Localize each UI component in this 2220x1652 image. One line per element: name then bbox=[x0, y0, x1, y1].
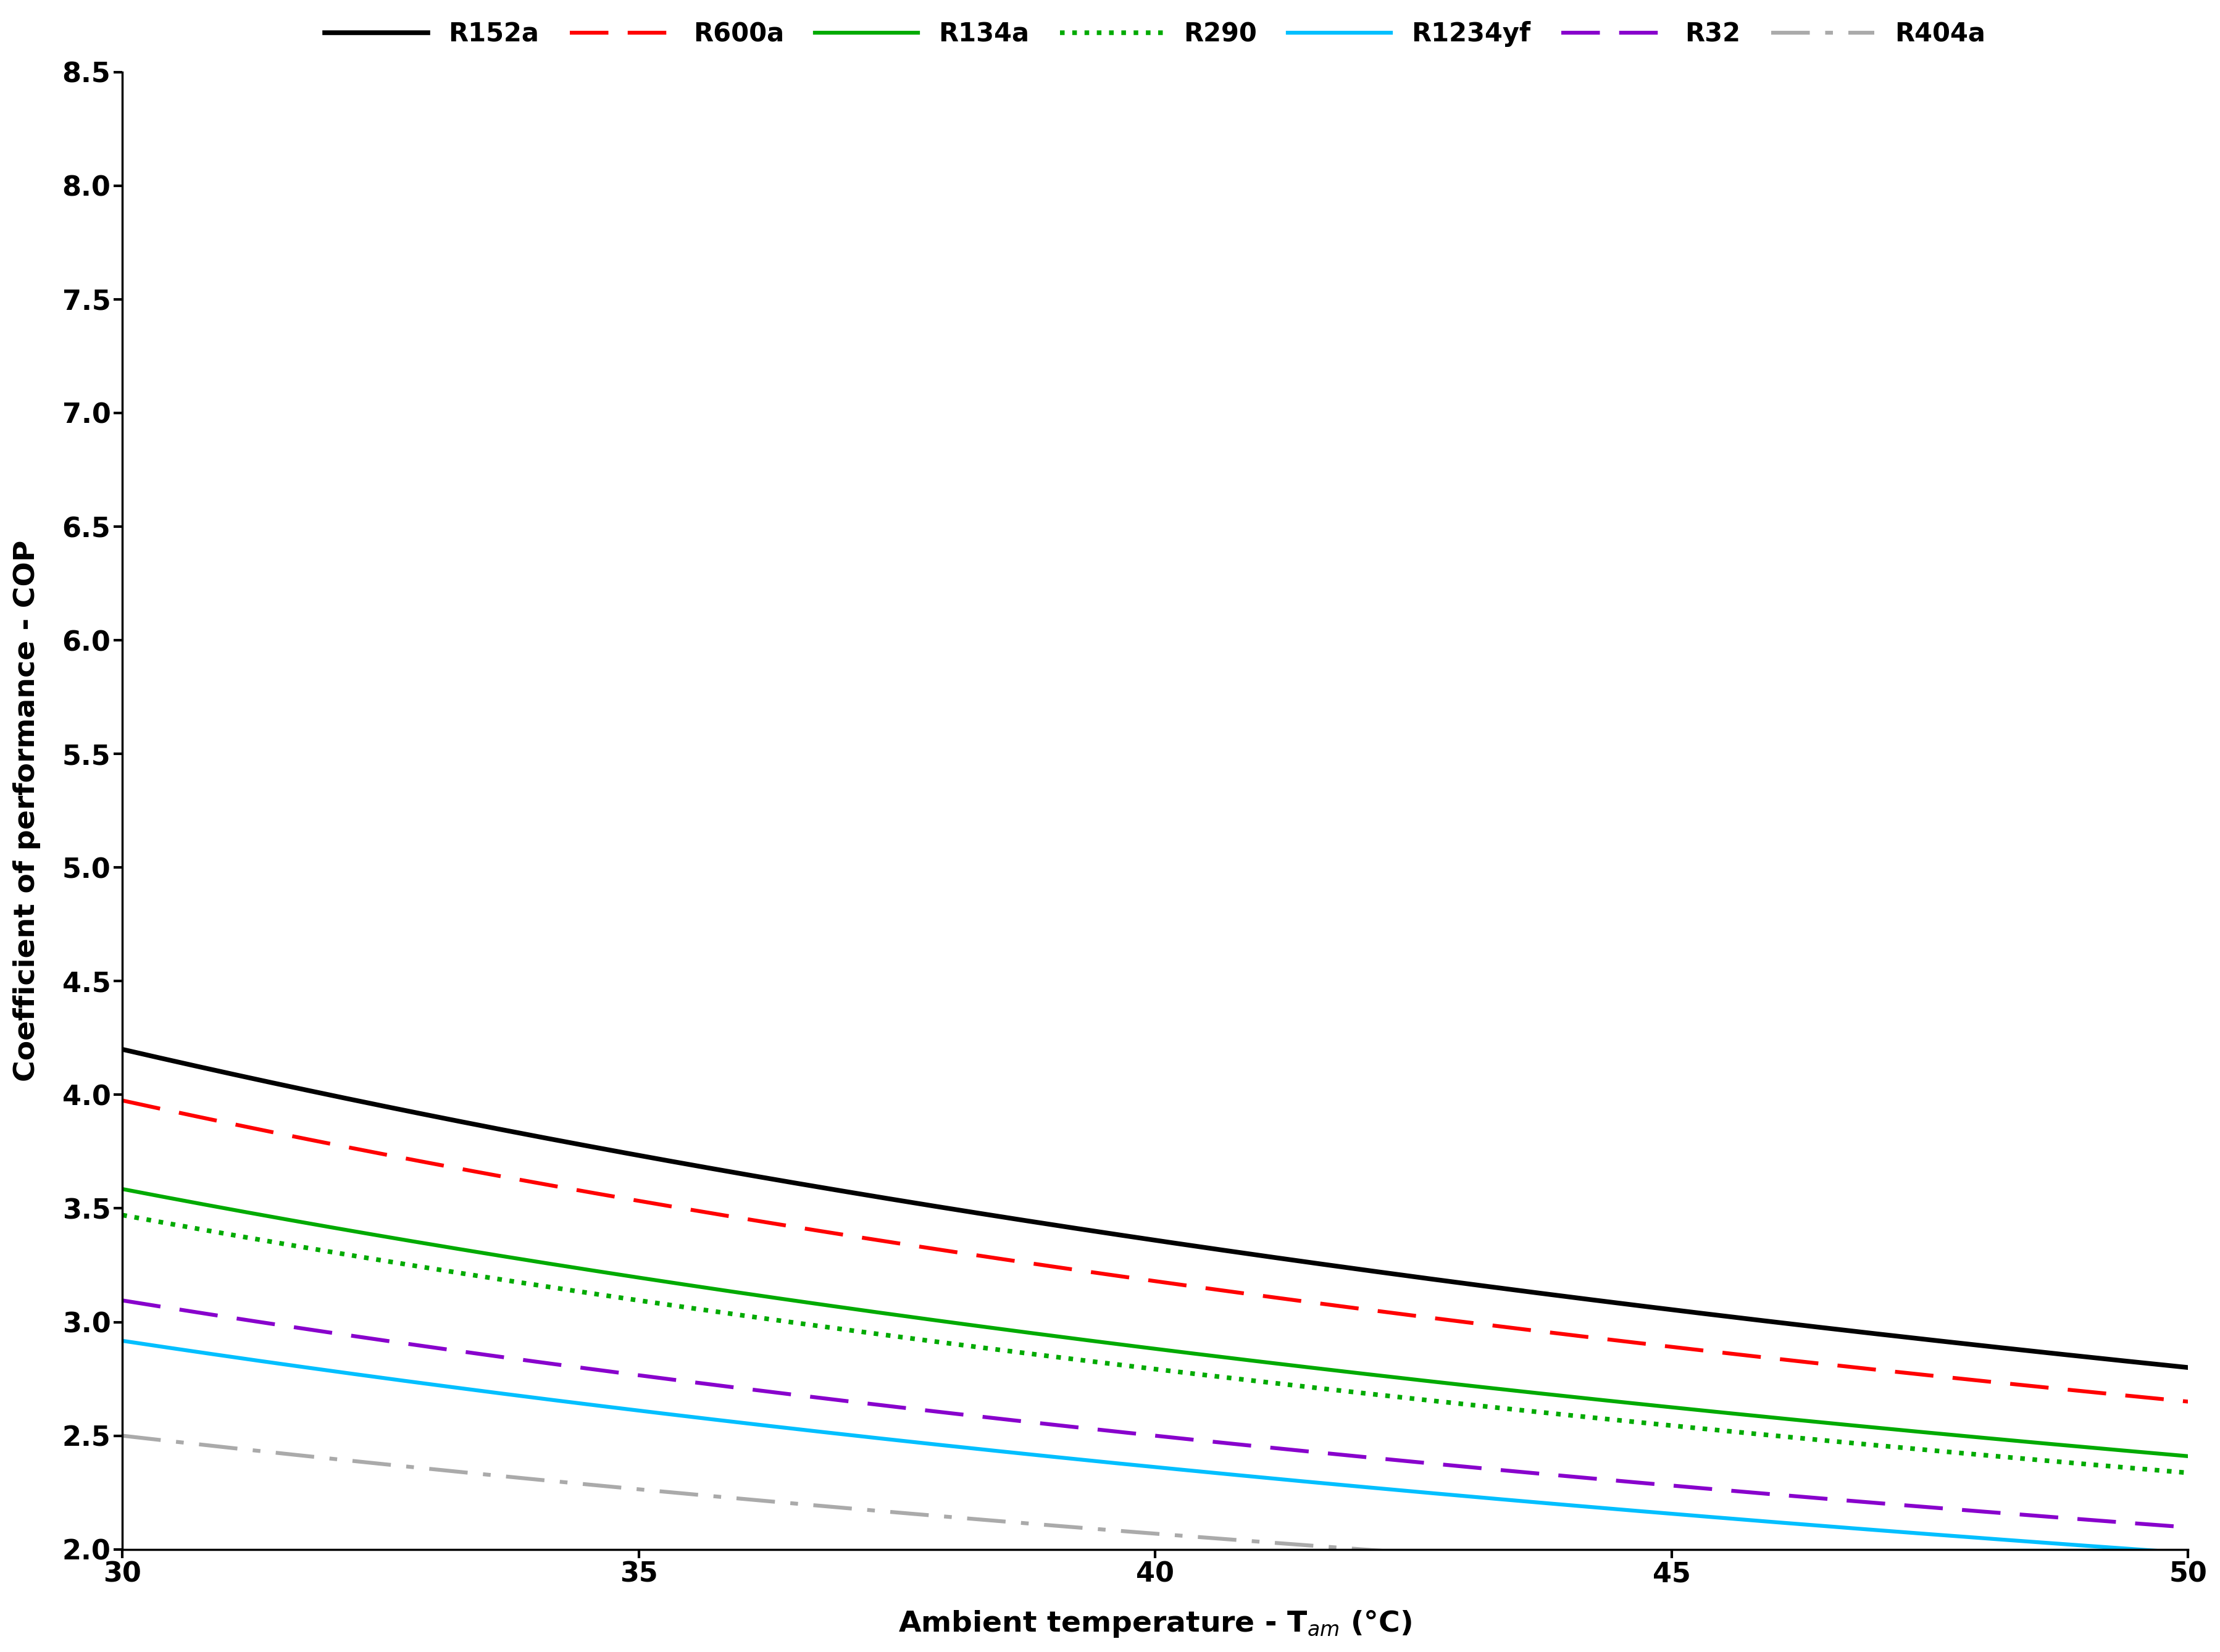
Line: R600a: R600a bbox=[122, 1100, 2189, 1401]
R1234yf bbox=[1090, 1452, 1117, 1472]
R32 bbox=[109, 1290, 135, 1310]
Y-axis label: Coefficient of performance - COP: Coefficient of performance - COP bbox=[13, 540, 40, 1082]
R134a bbox=[2125, 1442, 2151, 1462]
R32 bbox=[1228, 1434, 1254, 1454]
R404a bbox=[109, 1426, 135, 1446]
R1234yf bbox=[2176, 1543, 2202, 1563]
R152a bbox=[109, 1039, 135, 1059]
Line: R134a: R134a bbox=[122, 1189, 2189, 1455]
R600a bbox=[1803, 1353, 1829, 1373]
R290 bbox=[1803, 1429, 1829, 1449]
Line: R152a: R152a bbox=[122, 1049, 2189, 1368]
R290 bbox=[2125, 1459, 2151, 1479]
R134a bbox=[2176, 1446, 2202, 1465]
R32 bbox=[1103, 1422, 1130, 1442]
R152a bbox=[1339, 1259, 1365, 1279]
R600a bbox=[1228, 1284, 1254, 1303]
Line: R1234yf: R1234yf bbox=[122, 1341, 2189, 1553]
R152a bbox=[2176, 1358, 2202, 1378]
R134a bbox=[109, 1180, 135, 1199]
R290 bbox=[1103, 1355, 1130, 1374]
R404a bbox=[2125, 1589, 2151, 1609]
R600a bbox=[1090, 1264, 1117, 1284]
Line: R32: R32 bbox=[122, 1300, 2189, 1528]
R134a bbox=[1228, 1350, 1254, 1370]
R1234yf bbox=[1228, 1465, 1254, 1485]
R404a bbox=[1339, 1538, 1365, 1558]
R134a bbox=[1803, 1412, 1829, 1432]
R1234yf bbox=[1339, 1475, 1365, 1495]
Legend: R152a, R600a, R134a, R290, R1234yf, R32, R404a: R152a, R600a, R134a, R290, R1234yf, R32,… bbox=[315, 12, 1996, 58]
R1234yf bbox=[109, 1332, 135, 1351]
R404a bbox=[2176, 1593, 2202, 1612]
R1234yf bbox=[1803, 1515, 1829, 1535]
R290 bbox=[1090, 1353, 1117, 1373]
Line: R290: R290 bbox=[122, 1216, 2189, 1474]
R404a bbox=[1228, 1530, 1254, 1550]
R32 bbox=[1803, 1488, 1829, 1508]
R600a bbox=[1103, 1265, 1130, 1285]
R32 bbox=[2176, 1518, 2202, 1538]
R152a bbox=[1090, 1222, 1117, 1242]
R600a bbox=[2176, 1391, 2202, 1411]
R600a bbox=[2125, 1386, 2151, 1406]
R152a bbox=[2125, 1353, 2151, 1373]
R1234yf bbox=[2125, 1540, 2151, 1559]
Line: R404a: R404a bbox=[122, 1436, 2189, 1602]
X-axis label: Ambient temperature - T$_{am}$ (°C): Ambient temperature - T$_{am}$ (°C) bbox=[899, 1609, 1412, 1639]
R290 bbox=[2176, 1464, 2202, 1483]
R32 bbox=[1339, 1446, 1365, 1465]
R134a bbox=[1339, 1363, 1365, 1383]
R32 bbox=[1090, 1421, 1117, 1441]
R1234yf bbox=[1103, 1454, 1130, 1474]
R600a bbox=[1339, 1298, 1365, 1318]
R32 bbox=[2125, 1513, 2151, 1533]
R152a bbox=[1103, 1224, 1130, 1244]
R600a bbox=[109, 1090, 135, 1110]
R290 bbox=[109, 1206, 135, 1226]
R404a bbox=[1803, 1571, 1829, 1591]
R404a bbox=[1103, 1520, 1130, 1540]
R290 bbox=[1339, 1383, 1365, 1403]
R152a bbox=[1228, 1242, 1254, 1262]
R404a bbox=[1090, 1520, 1117, 1540]
R134a bbox=[1103, 1333, 1130, 1353]
R152a bbox=[1803, 1317, 1829, 1336]
R290 bbox=[1228, 1370, 1254, 1389]
R134a bbox=[1090, 1333, 1117, 1353]
